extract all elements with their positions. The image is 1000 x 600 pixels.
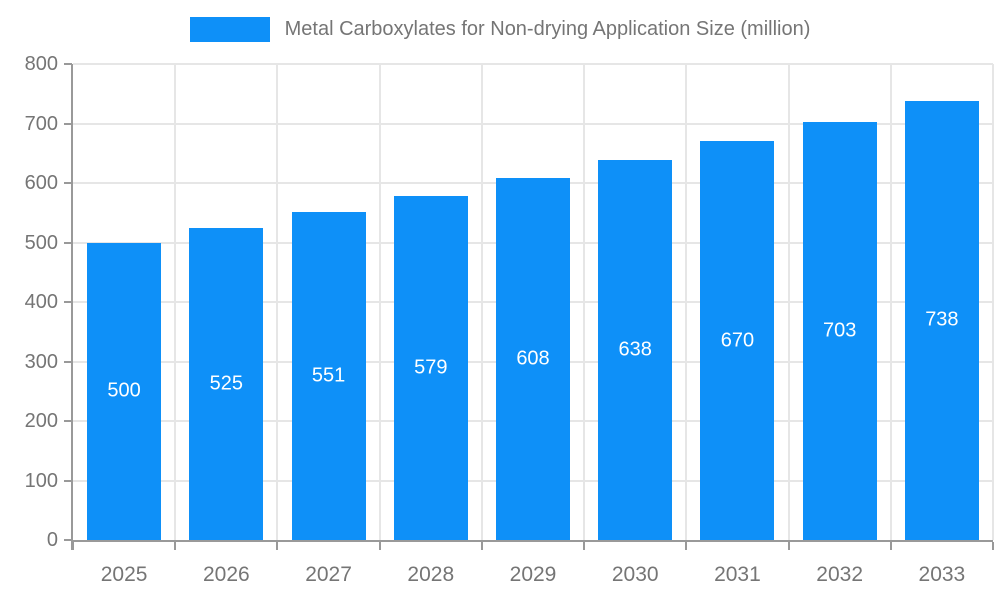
gridline [992,64,994,540]
y-tick-label: 800 [24,53,58,75]
x-axis-line [71,540,993,542]
bar-value-label: 670 [720,329,755,352]
bar-2026[interactable]: 525 [189,227,264,540]
gridline [583,64,586,540]
x-tick [276,542,279,550]
bar-value-label: 579 [414,356,448,379]
legend-swatch [189,17,270,42]
x-tick-label: 2027 [305,563,352,586]
y-tick [64,479,72,482]
x-tick [72,542,74,550]
bar-value-label: 638 [618,338,652,361]
y-tick-label: 100 [24,469,58,492]
bar-2027[interactable]: 551 [291,212,366,540]
y-tick-label: 600 [24,172,58,194]
chart-title: Metal Carboxylates for Non-drying Applic… [284,18,811,40]
bar-value-label: 551 [311,364,346,387]
bar-value-label: 500 [107,379,141,402]
bar-value-label: 703 [822,319,857,342]
y-tick [64,63,72,65]
bar-2028[interactable]: 579 [393,195,468,540]
bar-2031[interactable]: 670 [700,141,775,540]
x-tick-label: 2030 [611,563,659,586]
y-tick-label: 400 [24,291,58,313]
y-tick-label: 200 [24,410,58,432]
gridline [276,64,279,540]
y-tick [64,420,72,422]
bar-2029[interactable]: 608 [496,178,570,540]
bar-value-label: 608 [516,347,550,370]
x-tick [378,542,381,550]
x-tick-label: 2033 [918,563,966,586]
y-tick [64,241,72,244]
gridline [480,64,483,540]
x-tick [685,542,688,550]
gridline [73,122,993,125]
bar-2033[interactable]: 738 [904,100,979,540]
gridline [73,63,993,65]
plot-area: 500 525 551 579 608 638 670 703 738 [73,63,994,540]
y-tick-label: 700 [24,112,58,135]
gridline [174,64,177,540]
x-tick-label: 2029 [509,563,557,586]
gridline [787,64,790,540]
x-tick-label: 2032 [816,563,864,586]
bar-2025[interactable]: 500 [87,242,162,540]
y-tick [64,301,72,303]
x-tick-label: 2026 [202,563,250,586]
y-tick [64,539,72,541]
x-tick [889,542,892,550]
bar-2032[interactable]: 703 [802,121,877,540]
gridline [685,64,688,540]
x-tick [174,542,177,550]
y-tick-label: 0 [46,529,58,551]
gridline [378,64,381,540]
x-tick [787,542,790,550]
bar-value-label: 525 [209,372,244,395]
x-tick [480,542,483,550]
chart-legend[interactable]: Metal Carboxylates for Non-drying Applic… [0,17,1000,42]
y-tick-label: 300 [24,350,58,373]
bar-2030[interactable]: 638 [598,160,673,540]
x-tick-label: 2028 [407,563,455,586]
y-axis-line [71,64,73,550]
y-tick [64,122,72,125]
x-tick [992,542,994,550]
x-tick [583,542,586,550]
x-tick-label: 2025 [100,563,148,586]
y-tick [64,182,72,184]
x-tick-label: 2031 [714,563,761,586]
y-tick-label: 500 [24,231,58,254]
y-tick [64,360,72,363]
bar-value-label: 738 [925,308,959,331]
gridline [889,64,892,540]
